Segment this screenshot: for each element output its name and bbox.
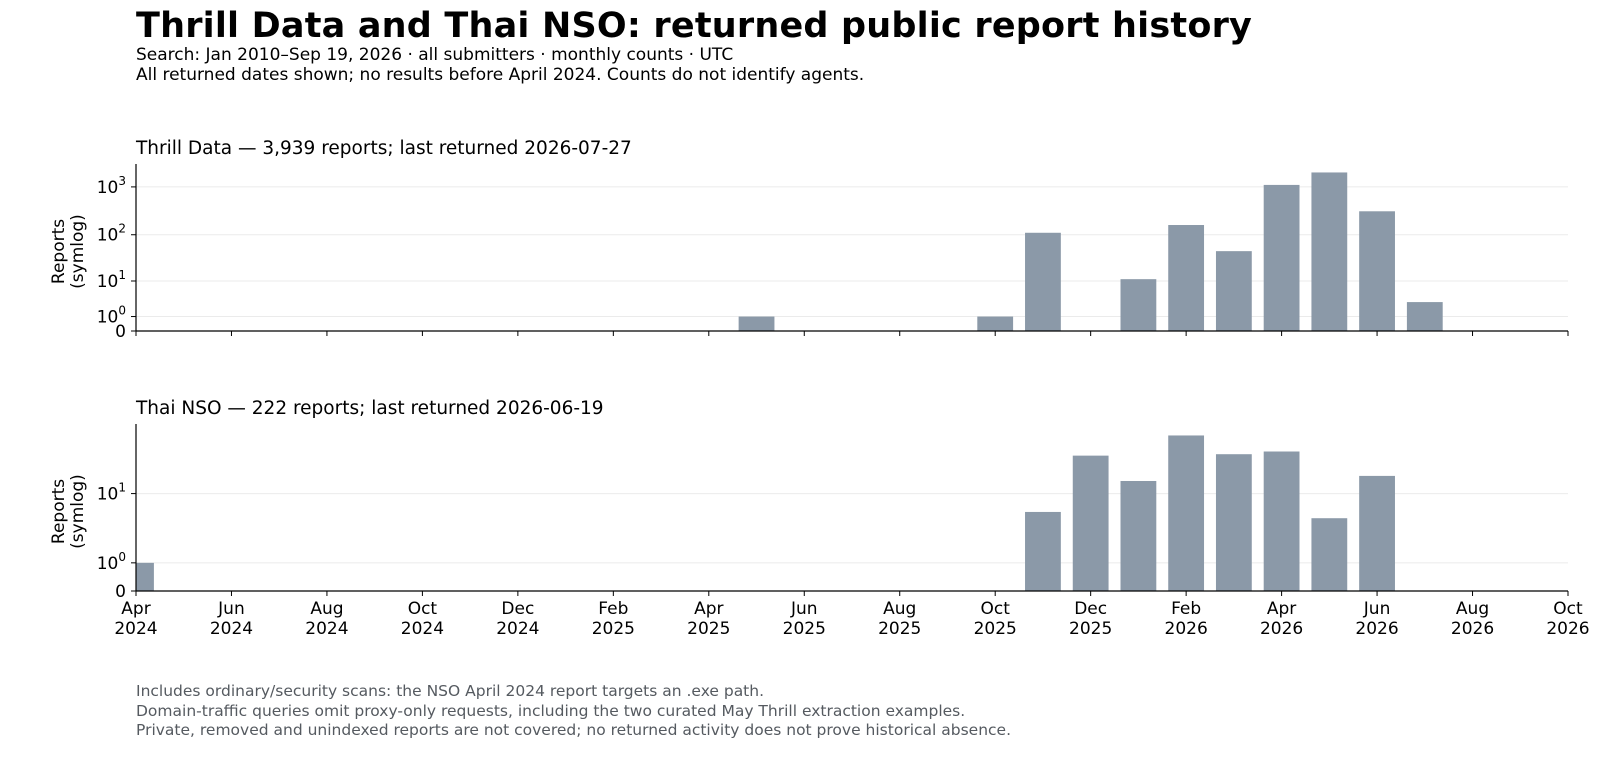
x-tick-label: 2025 [974, 619, 1017, 639]
bar-2026-03 [1215, 454, 1252, 591]
x-tick-label: Aug [310, 599, 343, 619]
x-tick-label: Aug [1456, 599, 1489, 619]
bar-2025-10 [977, 316, 1014, 331]
bar-2025-11 [1025, 511, 1061, 591]
x-tick-label: Oct [408, 599, 438, 619]
y-tick-label: 0 [115, 582, 126, 602]
y-axis-label: (symlog) [68, 214, 88, 289]
x-tick-label: Dec [501, 599, 534, 619]
x-tick-label: 2024 [305, 619, 348, 639]
bar-2026-05 [1311, 518, 1348, 591]
bar-2026-02 [1168, 435, 1205, 591]
bar-2026-02 [1168, 225, 1205, 331]
bar-2025-11 [1025, 232, 1061, 331]
x-tick-label: Oct [1553, 599, 1583, 619]
bar-2026-07 [1406, 302, 1443, 331]
x-tick-label: 2025 [783, 619, 826, 639]
chart-subtitle-note: All returned dates shown; no results bef… [136, 65, 865, 85]
footnote-scans: Includes ordinary/security scans: the NS… [136, 682, 765, 700]
x-tick-label: 2026 [1260, 619, 1303, 639]
bar-2026-01 [1120, 279, 1157, 331]
y-tick-label: 0 [115, 322, 126, 342]
x-tick-label: Feb [598, 599, 628, 619]
x-tick-label: Jun [1363, 599, 1391, 619]
bar-2026-05 [1311, 172, 1348, 331]
y-tick-label: 100 [97, 304, 126, 328]
x-tick-label: Apr [1267, 599, 1296, 619]
y-axis-label: Reports [49, 479, 69, 544]
bar-2026-01 [1120, 480, 1157, 591]
chart-subtitle-search: Search: Jan 2010–Sep 19, 2026 · all subm… [136, 45, 734, 65]
x-tick-label: Jun [790, 599, 818, 619]
y-tick-label: 100 [97, 550, 126, 574]
panel-title: Thrill Data — 3,939 reports; last return… [135, 138, 632, 159]
x-tick-label: 2024 [401, 619, 444, 639]
x-tick-label: Dec [1074, 599, 1107, 619]
x-tick-label: 2024 [496, 619, 539, 639]
y-tick-label: 101 [97, 268, 126, 292]
x-tick-label: 2025 [1069, 619, 1112, 639]
y-axis-label: Reports [49, 219, 69, 284]
bar-2025-12 [1072, 455, 1109, 591]
y-axis-label: (symlog) [68, 474, 88, 549]
x-tick-label: Aug [883, 599, 916, 619]
thai-nso-panel: Thai NSO — 222 reports; last returned 20… [49, 398, 1590, 639]
bar-2026-04 [1263, 184, 1300, 331]
bar-2026-06 [1359, 475, 1395, 591]
x-tick-label: 2025 [592, 619, 635, 639]
thrill-data-panel: Thrill Data — 3,939 reports; last return… [49, 138, 1569, 342]
chart-title: Thrill Data and Thai NSO: returned publi… [136, 6, 1253, 46]
x-tick-label: Apr [121, 599, 150, 619]
y-tick-label: 102 [97, 222, 126, 246]
x-tick-label: Apr [694, 599, 723, 619]
x-tick-label: Jun [217, 599, 245, 619]
bar-2026-06 [1359, 211, 1395, 331]
x-tick-label: 2026 [1451, 619, 1494, 639]
y-tick-label: 103 [97, 174, 126, 198]
x-tick-label: 2025 [687, 619, 730, 639]
x-tick-label: 2024 [114, 619, 157, 639]
bar-2025-05 [738, 316, 775, 331]
footnote-coverage: Private, removed and unindexed reports a… [136, 721, 1012, 739]
footnote-proxy: Domain-traffic queries omit proxy-only r… [136, 702, 966, 720]
bar-2024-04 [136, 562, 154, 591]
x-tick-label: 2026 [1546, 619, 1589, 639]
panel-title: Thai NSO — 222 reports; last returned 20… [135, 398, 604, 419]
y-tick-label: 101 [97, 481, 126, 505]
bar-2026-03 [1215, 251, 1252, 331]
x-tick-label: 2026 [1165, 619, 1208, 639]
x-tick-label: Oct [980, 599, 1010, 619]
x-tick-label: Feb [1171, 599, 1201, 619]
x-tick-label: 2024 [210, 619, 253, 639]
x-tick-label: 2025 [878, 619, 921, 639]
x-tick-label: 2026 [1355, 619, 1398, 639]
bar-2026-04 [1263, 451, 1300, 591]
